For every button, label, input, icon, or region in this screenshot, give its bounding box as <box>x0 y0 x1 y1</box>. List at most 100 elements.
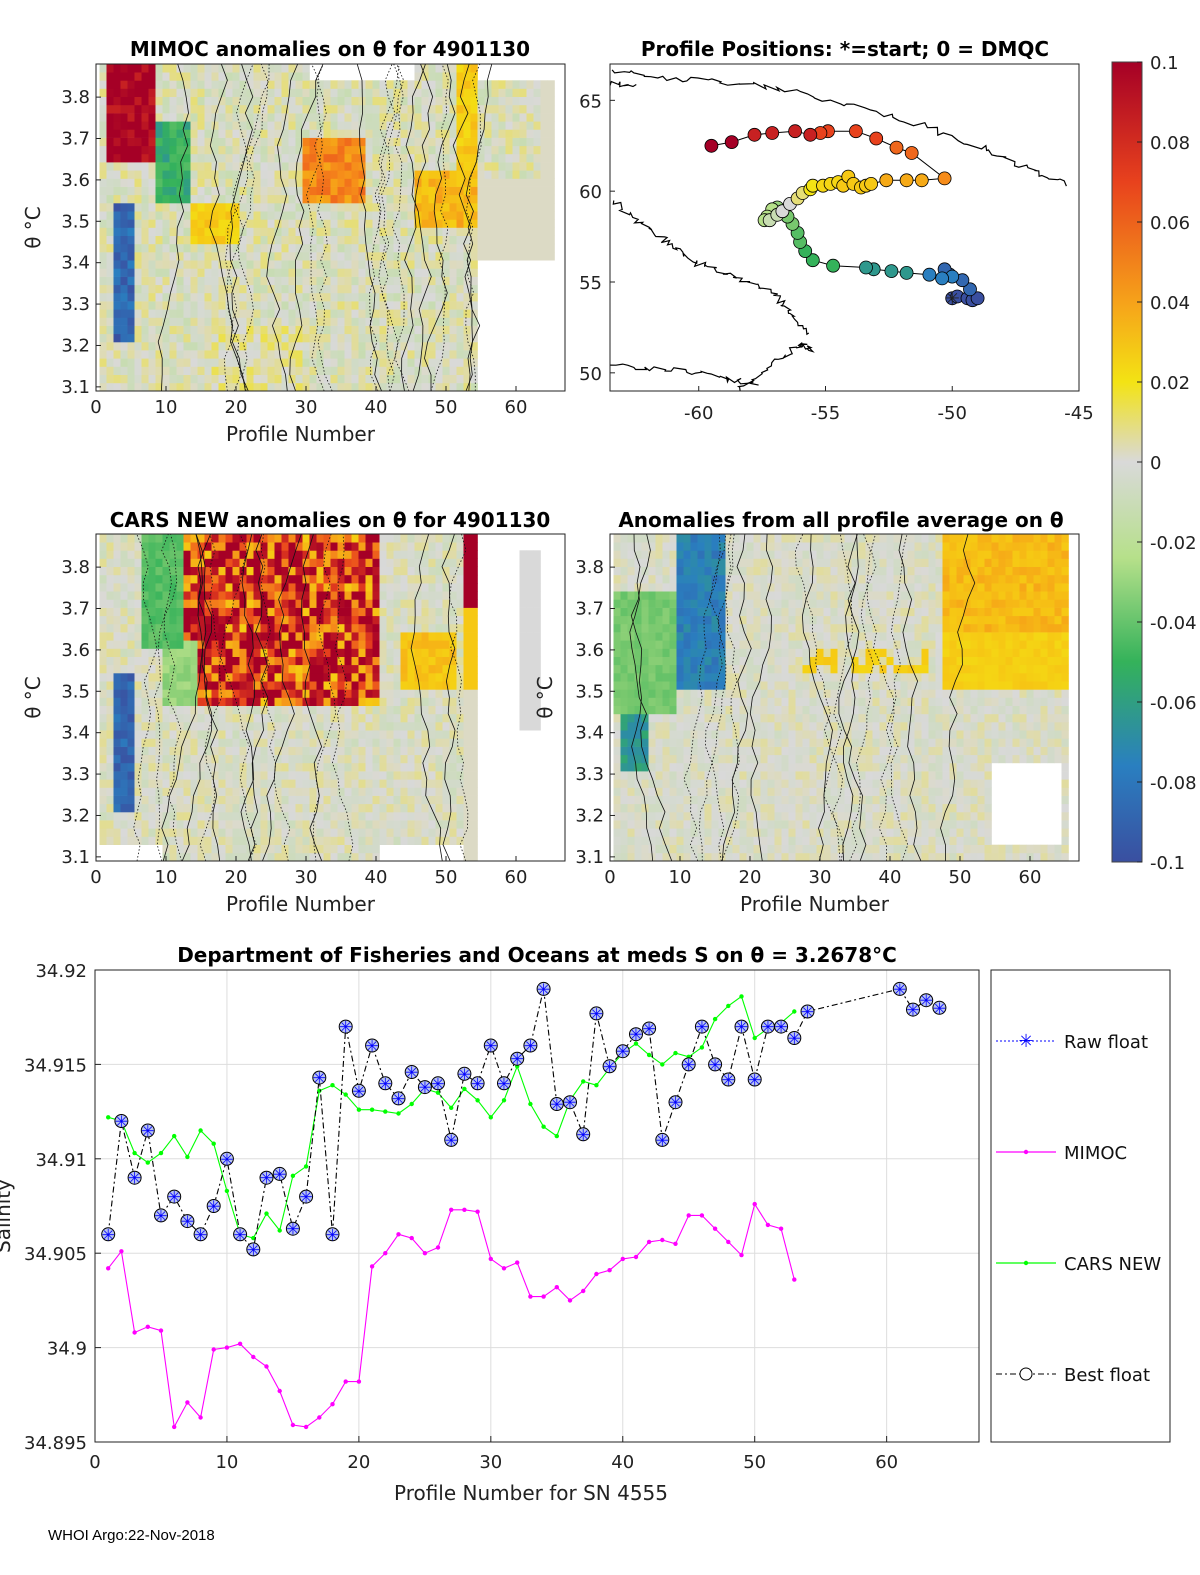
heatmap-cell <box>372 203 380 212</box>
heatmap-cell <box>648 787 656 796</box>
heatmap-cell <box>365 203 373 212</box>
heatmap-cell <box>148 664 156 674</box>
heatmap-cell <box>365 615 373 625</box>
heatmap-cell <box>358 292 366 302</box>
heatmap-cell <box>386 366 394 375</box>
heatmap-cell <box>613 803 621 813</box>
heatmap-cell <box>365 566 373 576</box>
heatmap-cell <box>428 648 436 657</box>
heatmap-cell <box>414 615 422 625</box>
heatmap-cell <box>176 317 184 326</box>
heatmap-cell <box>218 309 226 318</box>
heatmap-cell <box>386 153 394 163</box>
heatmap-cell <box>526 121 534 130</box>
heatmap-cell <box>239 309 247 318</box>
heatmap-cell <box>400 145 408 155</box>
heatmap-cell <box>281 664 289 674</box>
heatmap-cell <box>414 762 422 772</box>
heatmap-cell <box>351 292 359 302</box>
heatmap-cell <box>435 104 443 114</box>
heatmap-cell <box>302 803 310 813</box>
heatmap-cell <box>267 227 275 236</box>
heatmap-cell <box>225 558 233 567</box>
heatmap-cell <box>519 673 527 682</box>
heatmap-cell <box>141 276 149 286</box>
heatmap-cell <box>372 697 380 706</box>
heatmap-cell <box>456 96 464 106</box>
heatmap-cell <box>400 640 408 649</box>
heatmap-cell <box>330 583 338 592</box>
heatmap-cell <box>260 145 268 155</box>
heatmap-cell <box>365 664 373 674</box>
heatmap-cell <box>302 121 310 130</box>
heatmap-cell <box>190 145 198 155</box>
heatmap-cell <box>330 673 338 682</box>
heatmap-cell <box>113 746 121 756</box>
heatmap-cell <box>641 730 649 739</box>
heatmap-cell <box>141 542 149 551</box>
heatmap-cell <box>204 648 212 657</box>
heatmap-cell <box>648 689 656 698</box>
heatmap-cell <box>274 211 282 220</box>
heatmap-cell <box>519 632 527 641</box>
heatmap-cell <box>533 591 541 600</box>
heatmap-cell <box>456 333 464 343</box>
heatmap-cell <box>295 178 303 187</box>
heatmap-cell <box>519 566 527 576</box>
heatmap-cell <box>246 550 254 559</box>
heatmap-cell <box>211 374 219 384</box>
heatmap-cell <box>372 754 380 764</box>
heatmap-cell <box>99 746 107 756</box>
heatmap-cell <box>155 309 163 318</box>
y-tick-label: 3.3 <box>61 764 90 785</box>
heatmap-cell <box>428 325 436 335</box>
heatmap-cell <box>414 186 422 196</box>
heatmap-cell <box>162 730 170 739</box>
heatmap-cell <box>274 681 282 690</box>
heatmap-cell <box>267 211 275 220</box>
heatmap-cell <box>648 583 656 592</box>
heatmap-cell <box>435 828 443 837</box>
contour-line <box>181 534 213 861</box>
heatmap-cell <box>491 178 499 187</box>
heatmap-cell <box>634 738 642 747</box>
heatmap-cell <box>421 374 429 384</box>
heatmap-cell <box>211 615 219 625</box>
heatmap-cell <box>344 640 352 649</box>
heatmap-cell <box>113 689 121 698</box>
heatmap-cell <box>358 162 366 171</box>
heatmap-cell <box>288 591 296 600</box>
heatmap-cell <box>148 153 156 163</box>
heatmap-cell <box>190 779 198 788</box>
heatmap-cell <box>267 648 275 657</box>
heatmap-cell <box>232 574 240 584</box>
heatmap-cell <box>662 779 670 788</box>
heatmap-cell <box>113 341 121 351</box>
heatmap-cell <box>337 153 345 163</box>
heatmap-cell <box>253 96 261 106</box>
heatmap-cell <box>281 844 289 854</box>
heatmap-cell <box>204 113 212 122</box>
heatmap-cell <box>316 268 324 277</box>
heatmap-cell <box>295 852 303 861</box>
heatmap-cell <box>141 632 149 641</box>
heatmap-cell <box>379 309 387 318</box>
heatmap-cell <box>225 235 233 245</box>
heatmap-cell <box>106 762 114 772</box>
heatmap-cell <box>428 754 436 764</box>
heatmap-cell <box>449 697 457 706</box>
heatmap-cell <box>393 803 401 813</box>
heatmap-cell <box>113 203 121 212</box>
heatmap-cell <box>288 227 296 236</box>
heatmap-cell <box>295 828 303 837</box>
heatmap-cell <box>288 276 296 286</box>
heatmap-cell <box>414 72 422 81</box>
heatmap-cell <box>260 64 268 73</box>
heatmap-cell <box>113 88 121 97</box>
heatmap-cell <box>662 534 670 543</box>
heatmap-cell <box>456 80 464 89</box>
heatmap-cell <box>330 203 338 212</box>
heatmap-cell <box>519 713 527 723</box>
heatmap-cell <box>127 301 135 310</box>
heatmap-cell <box>232 623 240 633</box>
